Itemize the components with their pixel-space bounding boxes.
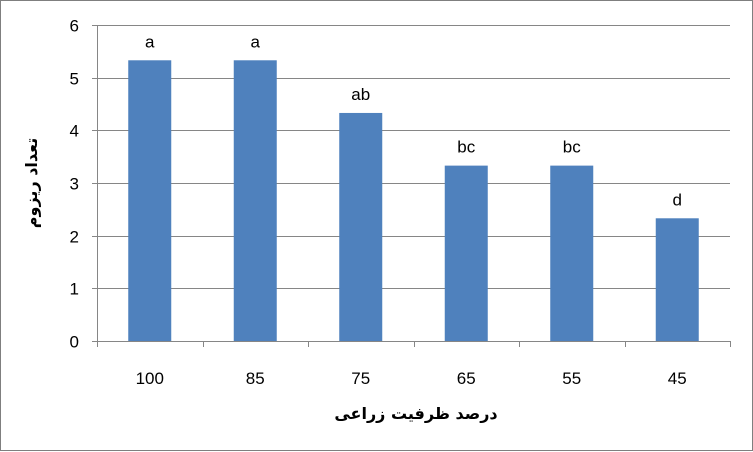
bar	[128, 60, 172, 341]
y-tick-label: 6	[70, 17, 79, 36]
x-tick-label: 100	[136, 369, 164, 388]
y-tick-label: 5	[70, 70, 79, 89]
x-tick-label: 45	[668, 369, 687, 388]
y-tick-label: 4	[70, 122, 79, 141]
y-tick-label: 3	[70, 175, 79, 194]
bar	[339, 112, 383, 341]
y-tick-label: 1	[70, 280, 79, 299]
x-tick-label: 85	[246, 369, 265, 388]
y-tick-label: 2	[70, 228, 79, 247]
bars	[128, 60, 699, 341]
gridlines	[97, 25, 730, 289]
bar	[233, 60, 277, 341]
bar	[550, 165, 594, 341]
data-label: bc	[563, 138, 581, 157]
y-tick-labels: 0 1 2 3 4 5 6	[70, 17, 79, 352]
data-label: ab	[351, 85, 370, 104]
data-labels: a a ab bc bc d	[145, 32, 682, 209]
bar	[655, 218, 699, 341]
data-label: a	[145, 32, 155, 51]
data-label: bc	[457, 138, 475, 157]
data-label: a	[251, 32, 261, 51]
x-tick-labels: 100 85 75 65 55 45	[136, 369, 687, 388]
bar	[444, 165, 488, 341]
x-tick-label: 65	[457, 369, 476, 388]
x-axis-title: درصد ظرفیت زراعی	[334, 404, 497, 423]
x-tick-label: 55	[562, 369, 581, 388]
y-axis-title: تعداد ریزوم	[22, 138, 41, 228]
y-tick-label: 0	[70, 333, 79, 352]
axes	[92, 25, 731, 347]
data-label: d	[673, 190, 682, 209]
x-tick-label: 75	[351, 369, 370, 388]
